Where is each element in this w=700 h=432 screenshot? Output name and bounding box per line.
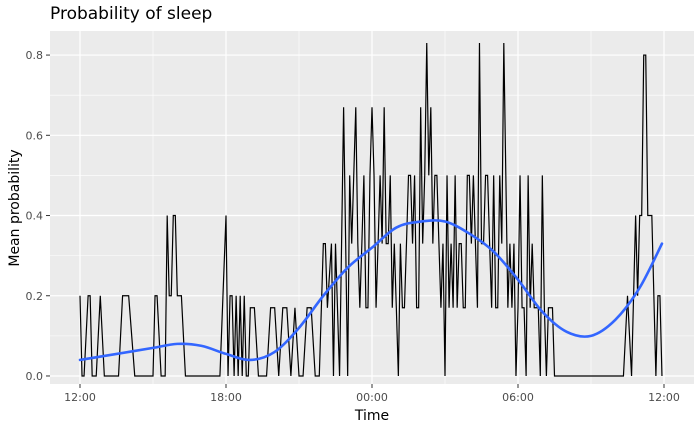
chart-title: Probability of sleep (50, 4, 213, 24)
y-tick-label: 0.4 (26, 210, 44, 223)
series-layer (78, 43, 664, 377)
x-tick-label: 12:00 (648, 391, 680, 404)
raw-probability-line (79, 43, 663, 377)
y-tick-label: 0.2 (26, 290, 44, 303)
x-tick-label: 00:00 (356, 391, 388, 404)
x-tick-label: 12:00 (64, 391, 96, 404)
y-axis: 0.0 0.2 0.4 0.6 0.8 (26, 49, 50, 383)
y-tick-label: 0.0 (26, 370, 44, 383)
x-axis: 12:00 18:00 00:00 06:00 12:00 (64, 384, 680, 404)
x-axis-label: Time (354, 408, 389, 424)
smooth-trend-line (78, 219, 664, 362)
x-tick-label: 06:00 (502, 391, 534, 404)
y-tick-label: 0.6 (26, 129, 44, 142)
y-axis-label: Mean probability (7, 149, 23, 266)
x-tick-label: 18:00 (210, 391, 242, 404)
y-tick-label: 0.8 (26, 49, 44, 62)
